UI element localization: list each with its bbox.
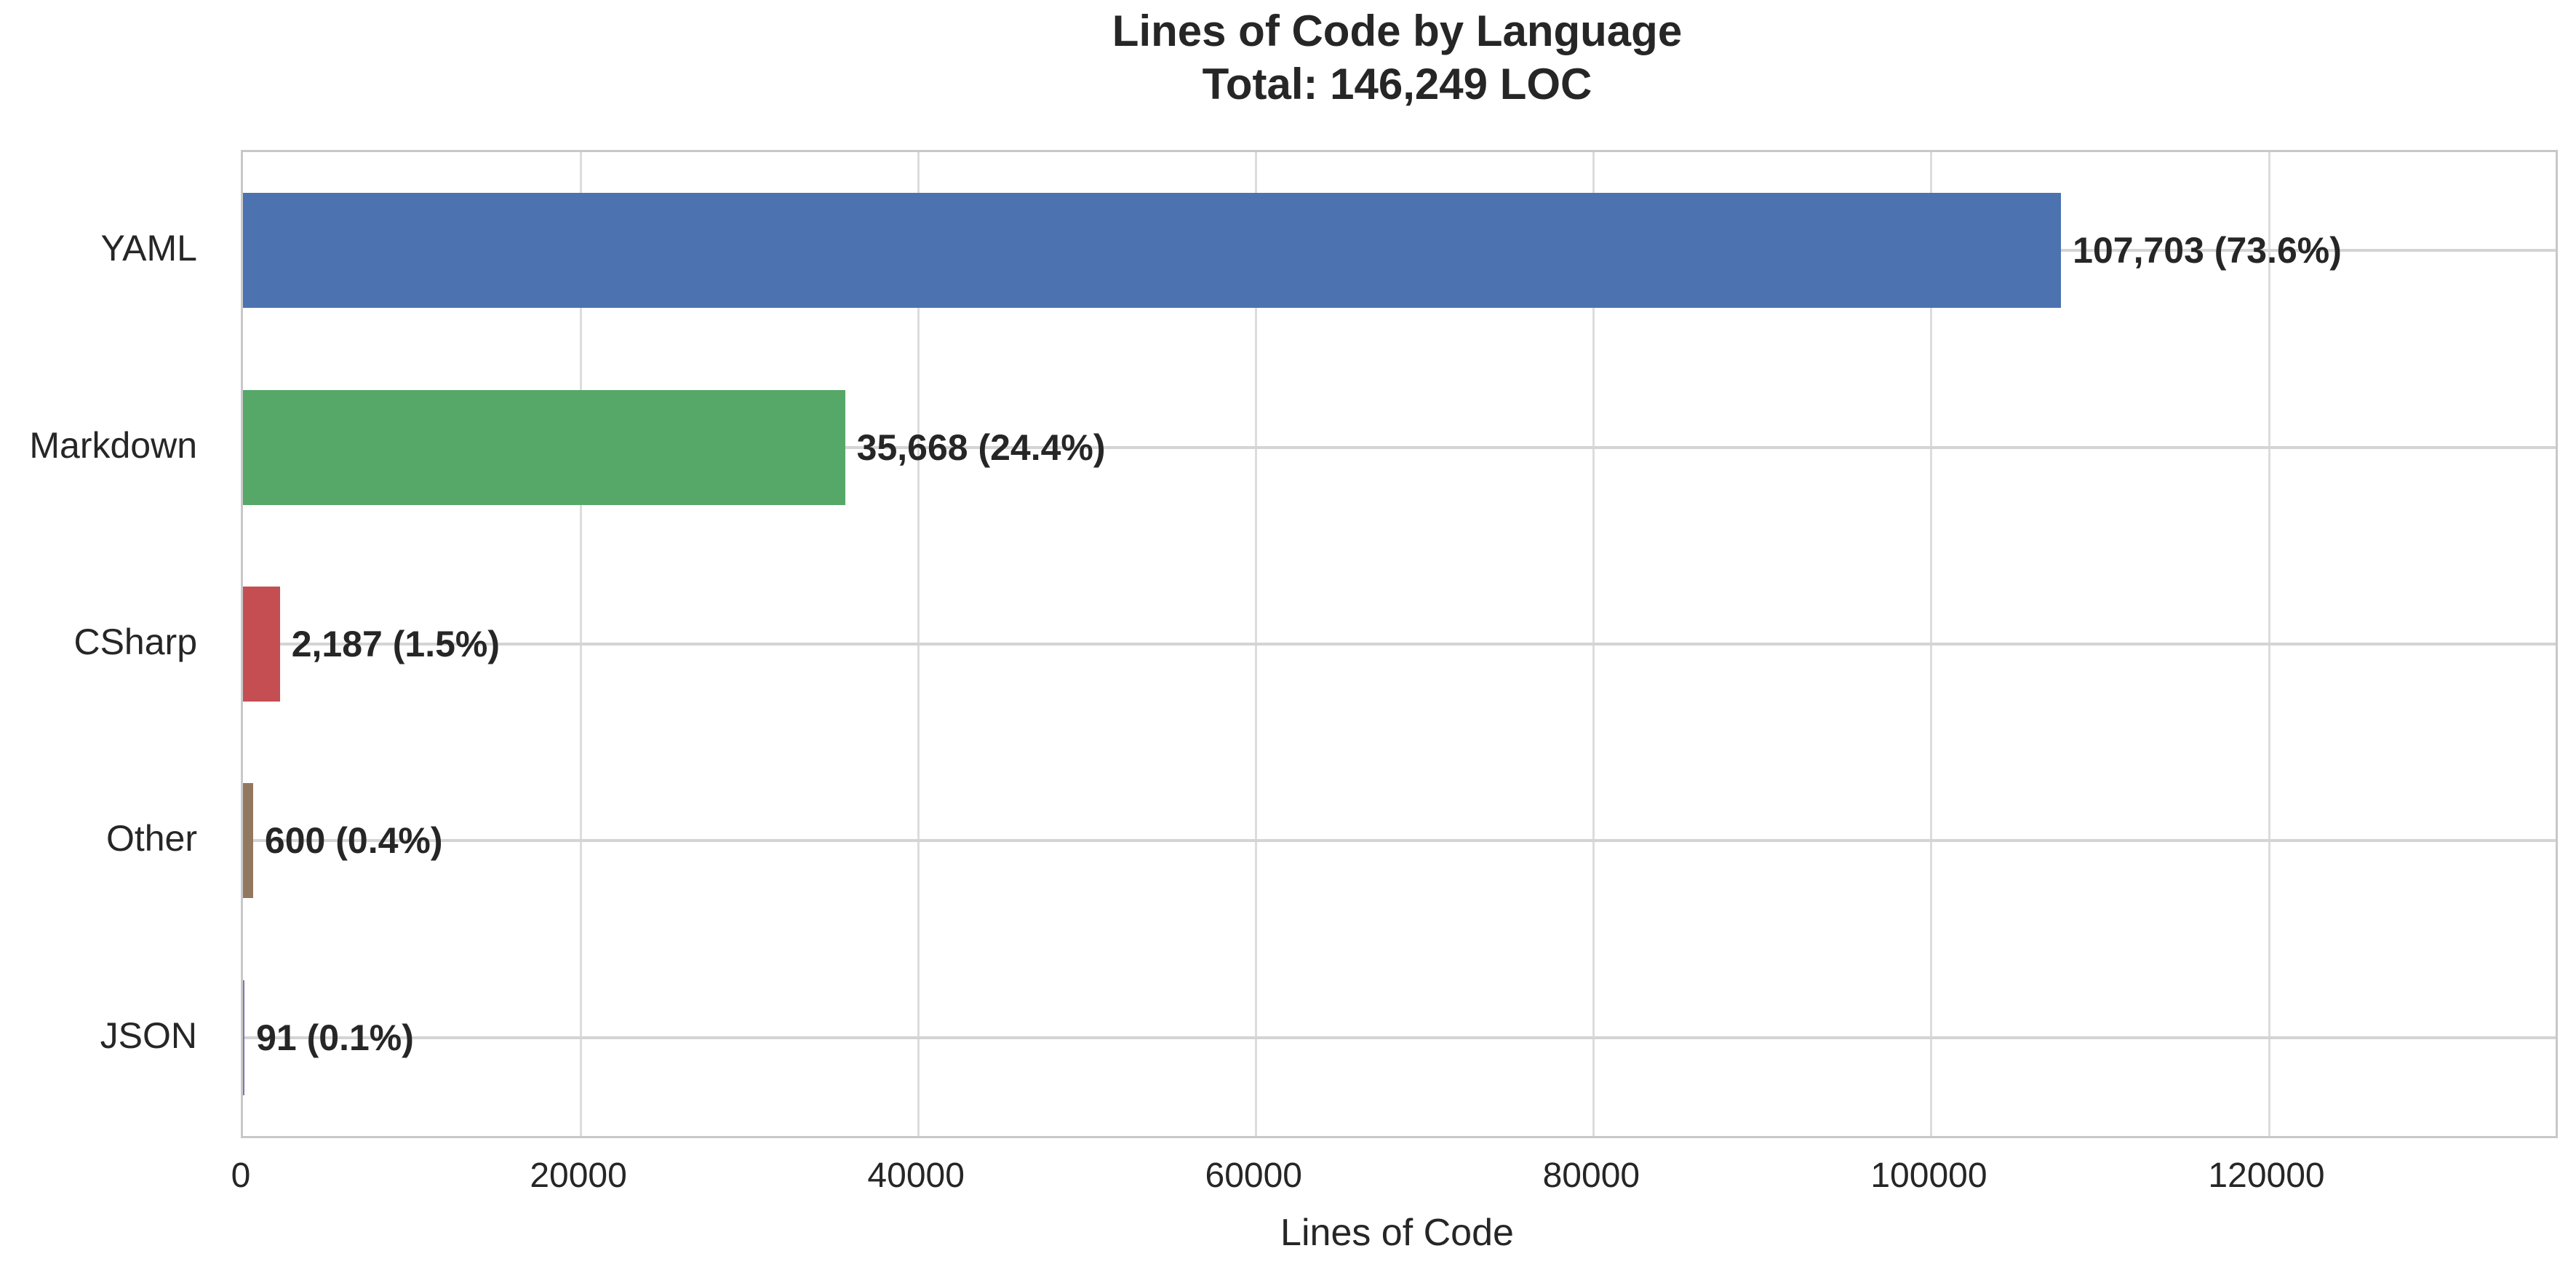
x-tick-label: 60000	[1205, 1156, 1302, 1195]
value-label-yaml: 107,703 (73.6%)	[2073, 230, 2342, 271]
y-axis-category-labels: YAML Markdown CSharp Other JSON	[0, 150, 219, 1134]
category-label-csharp: CSharp	[73, 621, 197, 662]
value-label-csharp: 2,187 (1.5%)	[291, 624, 501, 664]
value-label-other: 600 (0.4%)	[264, 820, 443, 862]
chart-title: Lines of Code by Language	[1112, 7, 1683, 55]
bar-csharp	[243, 587, 280, 702]
x-tick-label: 80000	[1542, 1156, 1640, 1195]
category-label-markdown: Markdown	[29, 424, 197, 466]
bar-markdown	[243, 389, 845, 505]
category-label-json: JSON	[100, 1014, 197, 1056]
x-tick-label: 120000	[2208, 1156, 2325, 1195]
category-label-other: Other	[105, 818, 197, 859]
value-label-json: 91 (0.1%)	[256, 1017, 414, 1058]
bar-other	[243, 783, 253, 899]
horizontal-gridline	[243, 839, 2556, 843]
x-tick-label: 0	[231, 1156, 251, 1195]
x-tick-label: 20000	[530, 1156, 627, 1195]
category-label-yaml: YAML	[100, 228, 197, 269]
chart-title-block: Lines of Code by Language Total: 146,249…	[241, 4, 2553, 111]
bar-yaml	[243, 193, 2062, 309]
chart-subtitle: Total: 146,249 LOC	[1202, 60, 1592, 109]
x-tick-label: 40000	[867, 1156, 965, 1195]
x-axis-label: Lines of Code	[1280, 1212, 1514, 1254]
x-axis-ticks: 0 20000 40000 60000 80000 100000 120000	[231, 1156, 2553, 1199]
horizontal-gridline	[243, 445, 2556, 449]
value-label-markdown: 35,668 (24.4%)	[856, 426, 1106, 468]
horizontal-gridline	[243, 1036, 2556, 1039]
horizontal-gridline	[243, 643, 2556, 646]
plot-area: 107,703 (73.6%) 35,668 (24.4%) 2,187 (1.5%…	[241, 150, 2558, 1138]
x-tick-label: 100000	[1870, 1156, 1987, 1195]
bar-json	[243, 980, 245, 1095]
